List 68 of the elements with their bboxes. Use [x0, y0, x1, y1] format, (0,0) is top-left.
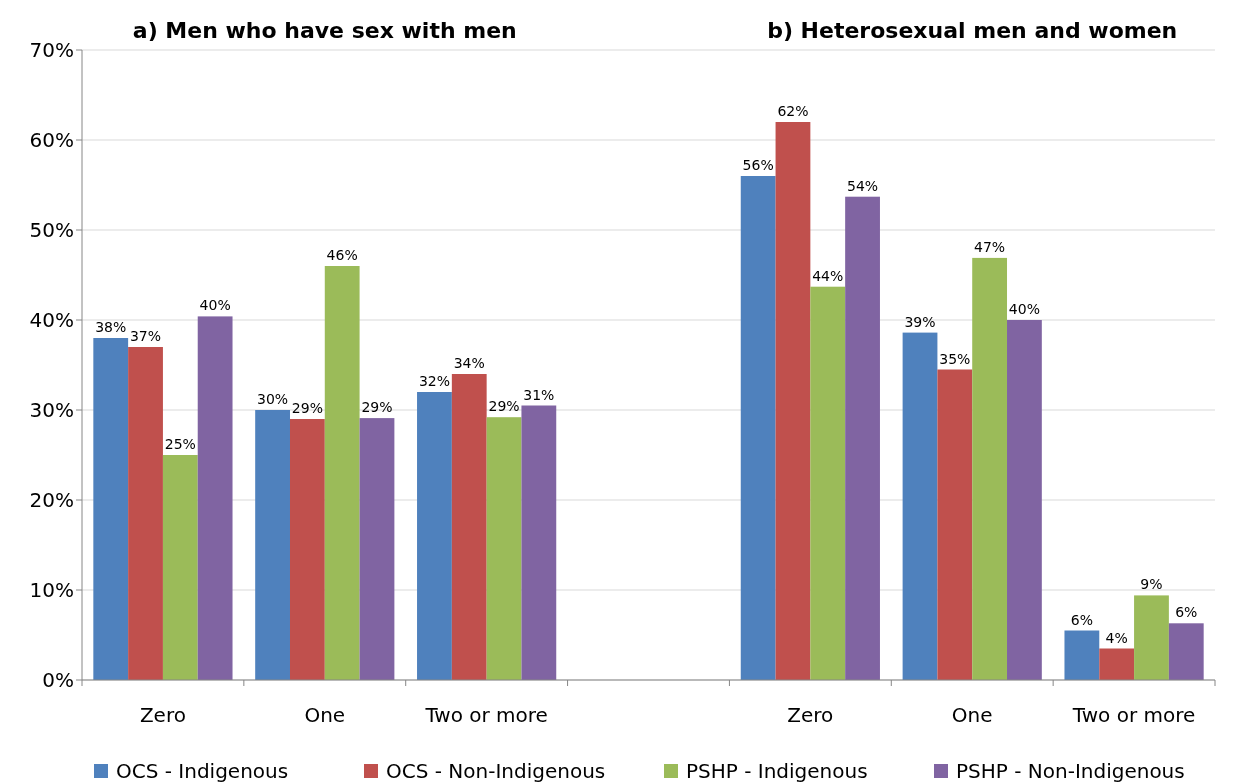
legend-label: OCS - Indigenous	[116, 759, 289, 783]
bar	[486, 417, 522, 680]
data-label: 6%	[1175, 604, 1198, 621]
data-label: 29%	[291, 400, 323, 416]
bar	[937, 369, 973, 680]
bar	[845, 196, 880, 680]
x-tick-label: Zero	[139, 703, 186, 727]
data-label: 9%	[1140, 576, 1163, 593]
data-label: 40%	[199, 297, 231, 314]
y-tick-label: 60%	[29, 128, 74, 152]
bar	[1064, 630, 1100, 680]
legend-label: PSHP - Non-Indigenous	[956, 759, 1185, 783]
data-label: 29%	[361, 399, 393, 416]
bar	[521, 405, 557, 680]
bar	[775, 122, 811, 680]
legend-label: PSHP - Indigenous	[686, 759, 868, 783]
data-label: 30%	[257, 391, 289, 407]
data-label: 44%	[812, 267, 844, 284]
y-tick-label: 40%	[29, 308, 74, 332]
x-tick-label: Two or more	[1071, 703, 1196, 727]
bar	[972, 257, 1008, 680]
y-tick-label: 0%	[42, 668, 74, 692]
x-tick-label: One	[951, 703, 993, 727]
bar	[359, 418, 395, 680]
bar	[197, 316, 233, 680]
bar	[1007, 320, 1042, 680]
bar	[740, 176, 776, 680]
bar	[417, 392, 452, 680]
bar	[128, 347, 163, 680]
bar	[902, 332, 938, 680]
data-label: 46%	[326, 247, 358, 263]
y-tick-label: 20%	[29, 488, 74, 512]
x-tick-label: One	[304, 703, 346, 727]
y-tick-label: 10%	[29, 578, 74, 602]
chart-title: a) Men who have sex with men	[132, 18, 517, 43]
bar	[810, 286, 846, 680]
bar	[1099, 648, 1135, 680]
x-tick-label: Zero	[787, 703, 834, 727]
bar	[93, 338, 129, 680]
bar	[324, 266, 360, 680]
data-label: 54%	[846, 177, 879, 194]
data-label: 40%	[1008, 301, 1040, 317]
legend-label: OCS - Non-Indigenous	[386, 759, 606, 783]
data-label: 39%	[904, 313, 936, 330]
data-label: 35%	[939, 350, 971, 367]
y-tick-label: 50%	[29, 218, 74, 242]
x-tick-label: Two or more	[424, 703, 548, 727]
bar	[1168, 623, 1204, 680]
data-label: 6%	[1070, 611, 1093, 628]
data-label: 37%	[129, 328, 162, 344]
bar	[289, 419, 325, 680]
data-label: 38%	[95, 319, 127, 335]
text: b) Heterosexual men and women	[767, 18, 1178, 43]
bar	[162, 455, 198, 680]
data-label: 47%	[974, 238, 1006, 255]
bar	[1134, 595, 1169, 680]
data-label: 4%	[1105, 629, 1128, 646]
data-label: 25%	[164, 436, 196, 452]
data-label: 31%	[523, 386, 555, 403]
y-tick-label: 30%	[29, 398, 74, 422]
bar	[451, 374, 487, 680]
data-label: 29%	[488, 398, 520, 415]
bar	[255, 410, 290, 680]
y-tick-label: 70%	[29, 38, 74, 62]
data-label: 32%	[418, 373, 451, 389]
data-label: 34%	[453, 355, 485, 371]
data-label: 56%	[742, 157, 774, 173]
data-label: 62%	[777, 103, 809, 119]
